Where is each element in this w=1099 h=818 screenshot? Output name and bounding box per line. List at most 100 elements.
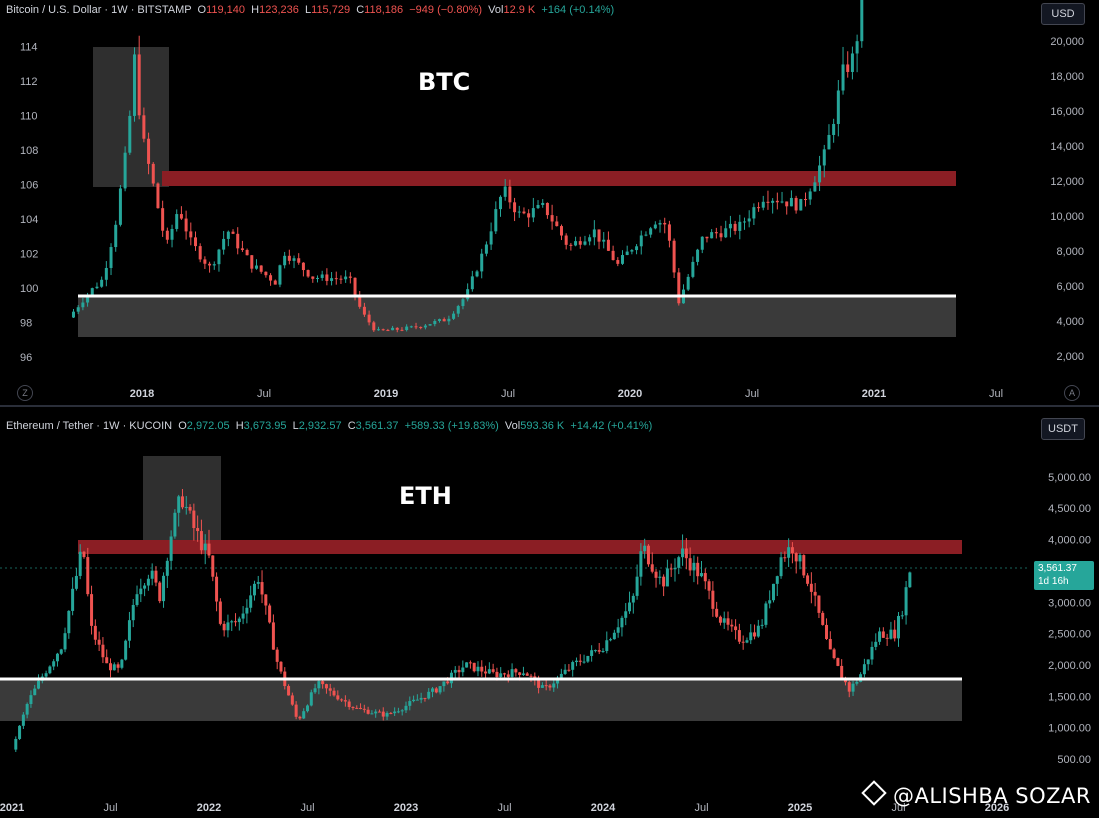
candle-body	[761, 201, 765, 208]
eth-chart-canvas[interactable]: ETH 500.00 1,000.00 1,500.00 2,000.00 2,500.…	[0, 407, 1099, 818]
candle-body	[628, 602, 632, 612]
btc-time-axis[interactable]: 2018 Jul 2019 Jul 2020 Jul 2021 Jul	[130, 388, 1003, 400]
candle-body	[794, 553, 798, 562]
candle-body	[211, 555, 215, 577]
btc-chart-panel[interactable]: BTC 96 98 100 102 104 106 108 110 112 114 2,000 4,…	[0, 0, 1099, 405]
candle-body	[662, 576, 666, 587]
candle-body	[376, 329, 380, 331]
eth-time-axis-tick: Jul	[103, 802, 117, 814]
candle-body	[536, 204, 540, 209]
candle-body	[734, 626, 738, 631]
btc-price-axis-tick: 16,000	[1050, 106, 1084, 118]
eth-time-axis-tick: 2021	[0, 802, 24, 814]
candle-body	[817, 595, 821, 613]
candle-body	[131, 604, 135, 621]
candle-body	[494, 209, 498, 232]
candle-body	[592, 229, 596, 238]
candle-body	[132, 54, 136, 116]
candle-body	[438, 686, 442, 693]
candle-body	[415, 699, 419, 701]
candle-body	[550, 215, 554, 222]
candle-body	[317, 681, 321, 689]
candle-body	[654, 571, 658, 578]
btc-left-axis-tick: 110	[20, 111, 38, 123]
candle-body	[756, 625, 760, 637]
candle-body	[783, 557, 787, 559]
candle-body	[442, 681, 446, 687]
candle-body	[503, 186, 507, 197]
btc-auto-scale-button[interactable]: A	[1064, 385, 1080, 401]
candle-body	[112, 664, 116, 671]
candle-body	[419, 697, 423, 700]
candle-body	[822, 149, 826, 166]
candle-body	[724, 228, 728, 238]
candle-body	[264, 271, 268, 276]
candle-body	[192, 510, 196, 529]
candle-body	[334, 278, 338, 280]
btc-time-axis-tick: Jul	[257, 388, 271, 400]
btc-left-axis-tick: 98	[20, 318, 32, 330]
candle-body	[287, 255, 291, 261]
candle-body	[339, 278, 343, 280]
candle-body	[207, 543, 211, 556]
candle-body	[635, 246, 639, 251]
eth-volume-value: 593.36 K	[520, 420, 565, 432]
candle-body	[294, 704, 298, 717]
candle-body	[82, 551, 86, 558]
candle-body	[649, 228, 653, 235]
candle-body	[256, 582, 260, 584]
candle-body	[179, 214, 183, 219]
eth-price-axis-tick: 2,000.00	[1048, 660, 1091, 672]
candle-body	[453, 669, 457, 673]
candle-body	[241, 613, 245, 619]
eth-chart-title: ETH	[399, 482, 452, 510]
btc-zoom-button[interactable]: Z	[17, 385, 33, 401]
candle-body	[802, 555, 806, 576]
eth-right-axis[interactable]: 500.00 1,000.00 1,500.00 2,000.00 2,500.00 3,…	[1048, 472, 1091, 766]
eth-time-axis[interactable]: 2021 Jul 2022 Jul 2023 Jul 2024 Jul 2025 Jul 2026	[0, 802, 1009, 814]
candle-body	[137, 54, 141, 116]
candle-body	[741, 641, 745, 643]
candle-body	[620, 255, 624, 264]
candle-body	[517, 211, 521, 213]
candle-body	[320, 274, 324, 278]
candle-body	[904, 587, 908, 616]
candle-body	[271, 622, 275, 650]
candle-body	[718, 616, 722, 623]
btc-chart-canvas[interactable]: BTC 96 98 100 102 104 106 108 110 112 114 2,000 4,…	[0, 0, 1099, 405]
candle-body	[315, 277, 319, 279]
candle-body	[578, 660, 582, 662]
candle-body	[309, 692, 313, 706]
candle-body	[374, 711, 378, 714]
candle-body	[866, 659, 870, 665]
candle-body	[275, 649, 279, 662]
candle-body	[583, 241, 587, 245]
eth-chart-panel[interactable]: ETH 500.00 1,000.00 1,500.00 2,000.00 2,500.…	[0, 407, 1099, 818]
candle-body	[184, 218, 188, 232]
candle-body	[900, 615, 904, 617]
candle-body	[427, 691, 431, 699]
candle-body	[700, 236, 704, 250]
candle-body	[855, 41, 859, 54]
candle-body	[400, 329, 404, 331]
eth-currency-button[interactable]: USDT	[1041, 418, 1085, 440]
candle-body	[120, 659, 124, 668]
candle-body	[827, 134, 831, 150]
btc-currency-button[interactable]: USD	[1041, 3, 1085, 25]
candle-body	[870, 646, 874, 660]
candle-body	[611, 250, 615, 261]
candle-body	[597, 229, 601, 242]
candle-body	[340, 699, 344, 701]
candle-body	[825, 624, 829, 640]
eth-price-axis-tick: 1,000.00	[1048, 723, 1091, 735]
candle-body	[658, 576, 662, 578]
btc-right-axis[interactable]: 2,000 4,000 6,000 8,000 10,000 12,000 14,000 16…	[1050, 36, 1084, 363]
candle-body	[156, 183, 160, 209]
candle-body	[461, 299, 465, 307]
panel-divider[interactable]	[0, 405, 1099, 407]
candle-body	[847, 682, 851, 692]
candle-body	[142, 115, 146, 139]
candle-body	[268, 605, 272, 623]
candle-body	[123, 152, 127, 189]
candle-body	[529, 675, 533, 677]
